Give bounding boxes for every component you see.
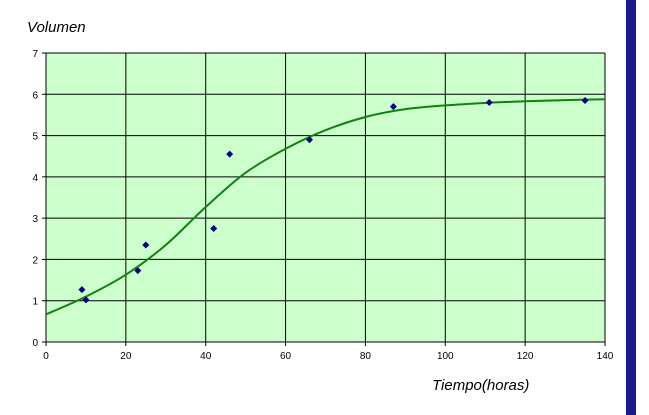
- data-point-marker: [142, 241, 150, 249]
- y-tick-label: 0: [32, 338, 38, 349]
- x-tick-label: 60: [280, 351, 292, 362]
- y-tick-label: 6: [32, 90, 38, 101]
- x-tick-label: 140: [597, 351, 614, 362]
- y-axis-title: Volumen: [27, 19, 86, 36]
- data-points: [78, 96, 589, 304]
- side-bar: [626, 0, 636, 415]
- y-tick-label: 4: [32, 173, 38, 184]
- data-point-marker: [581, 96, 589, 104]
- data-point-marker: [82, 296, 90, 304]
- plot-area: [46, 53, 605, 342]
- tick-labels: 0 20 40 60 80 100 120 140 0 1 2 3 4 5 6 7: [32, 49, 613, 362]
- data-point-marker: [210, 224, 218, 232]
- data-point-marker: [226, 150, 234, 158]
- x-axis-title: Tiempo(horas): [432, 377, 529, 394]
- x-tick-label: 0: [43, 351, 49, 362]
- data-point-marker: [389, 103, 397, 111]
- x-tick-label: 100: [437, 351, 454, 362]
- y-tick-label: 7: [32, 49, 38, 60]
- axes: [42, 52, 606, 346]
- data-point-marker: [78, 286, 86, 294]
- data-point-marker: [485, 99, 493, 107]
- data-point-marker: [134, 267, 142, 275]
- x-tick-label: 80: [360, 351, 372, 362]
- data-point-marker: [306, 136, 314, 144]
- x-tick-label: 40: [200, 351, 212, 362]
- fitted-curve: [45, 98, 606, 316]
- x-tick-label: 120: [517, 351, 534, 362]
- y-tick-label: 3: [32, 214, 38, 225]
- y-tick-label: 1: [32, 297, 38, 308]
- y-tick-label: 2: [32, 255, 38, 266]
- fitted-curve-line: [45, 98, 606, 316]
- y-tick-label: 5: [32, 132, 38, 143]
- x-tick-label: 20: [120, 351, 132, 362]
